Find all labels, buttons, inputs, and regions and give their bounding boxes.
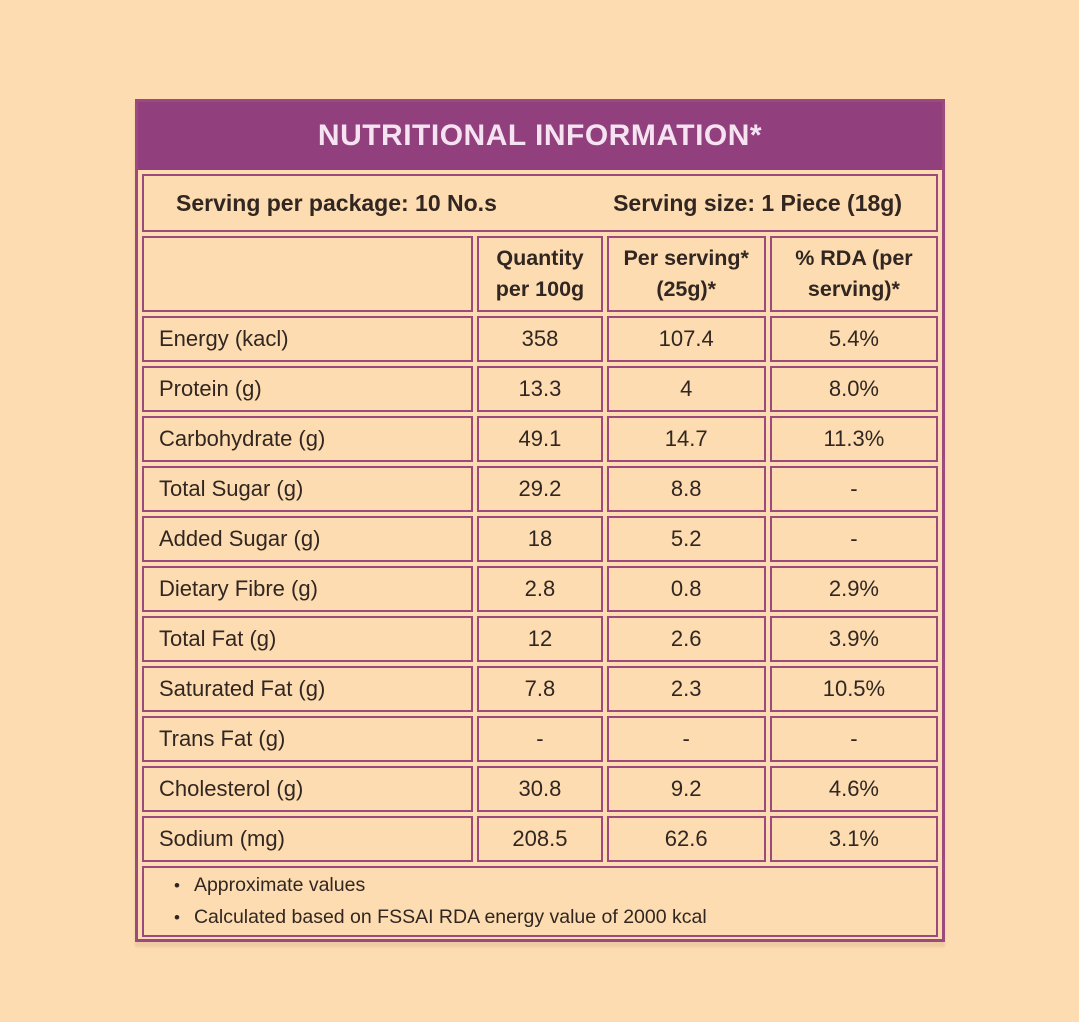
quantity-per-100g-value: 13.3 <box>477 366 603 412</box>
quantity-per-100g-value: 18 <box>477 516 603 562</box>
rda-value: - <box>769 466 938 512</box>
nutrient-label: Protein (g) <box>142 366 474 412</box>
table-row: Total Fat (g) 12 2.6 3.9% <box>142 616 938 662</box>
rda-value: - <box>769 516 938 562</box>
serving-per-package-text: Serving per package: 10 No.s <box>176 189 497 216</box>
quantity-per-100g-value: 30.8 <box>477 766 603 812</box>
quantity-per-100g-value: 29.2 <box>477 466 603 512</box>
per-serving-value: 2.6 <box>606 616 766 662</box>
quantity-per-100g-value: - <box>477 716 603 762</box>
per-serving-value: 62.6 <box>606 816 766 862</box>
column-header-blank <box>142 236 474 312</box>
nutrient-label: Energy (kacl) <box>142 316 474 362</box>
quantity-per-100g-value: 208.5 <box>477 816 603 862</box>
table-row: Carbohydrate (g) 49.1 14.7 11.3% <box>142 416 938 462</box>
per-serving-value: 8.8 <box>606 466 766 512</box>
rda-value: 5.4% <box>769 316 938 362</box>
quantity-per-100g-value: 49.1 <box>477 416 603 462</box>
table-row: Saturated Fat (g) 7.8 2.3 10.5% <box>142 666 938 712</box>
per-serving-value: 14.7 <box>606 416 766 462</box>
note-item: • Approximate values <box>174 874 926 897</box>
per-serving-value: 107.4 <box>606 316 766 362</box>
bullet-icon: • <box>174 908 180 927</box>
serving-size-text: Serving size: 1 Piece (18g) <box>613 189 902 216</box>
per-serving-value: 0.8 <box>606 566 766 612</box>
per-serving-value: 4 <box>606 366 766 412</box>
table-row: Cholesterol (g) 30.8 9.2 4.6% <box>142 766 938 812</box>
notes-box: • Approximate values • Calculated based … <box>142 866 938 937</box>
nutrient-label: Cholesterol (g) <box>142 766 474 812</box>
nutrient-label: Sodium (mg) <box>142 816 474 862</box>
quantity-per-100g-value: 12 <box>477 616 603 662</box>
note-text: Approximate values <box>193 874 366 896</box>
table-header-row: Quantity per 100g Per serving* (25g)* % … <box>142 236 938 312</box>
rda-value: 8.0% <box>769 366 938 412</box>
nutrient-label: Total Sugar (g) <box>142 466 474 512</box>
column-header-quantity-per-100g: Quantity per 100g <box>477 236 603 312</box>
nutrition-facts-panel: NUTRITIONAL INFORMATION* Serving per pac… <box>135 99 945 942</box>
column-header-rda: % RDA (per serving)* <box>769 236 938 312</box>
rda-value: 2.9% <box>769 566 938 612</box>
rda-value: 10.5% <box>769 666 938 712</box>
per-serving-value: 9.2 <box>606 766 766 812</box>
table-body: Energy (kacl) 358 107.4 5.4% Protein (g)… <box>142 316 938 862</box>
quantity-per-100g-value: 358 <box>477 316 603 362</box>
rda-value: 11.3% <box>769 416 938 462</box>
note-item: • Calculated based on FSSAI RDA energy v… <box>174 906 926 929</box>
rda-value: - <box>769 716 938 762</box>
table-row: Total Sugar (g) 29.2 8.8 - <box>142 466 938 512</box>
panel-content: Serving per package: 10 No.s Serving siz… <box>138 170 942 941</box>
quantity-per-100g-value: 2.8 <box>477 566 603 612</box>
nutrient-label: Dietary Fibre (g) <box>142 566 474 612</box>
table-row: Trans Fat (g) - - - <box>142 716 938 762</box>
note-text: Calculated based on FSSAI RDA energy val… <box>193 906 707 928</box>
nutrient-label: Trans Fat (g) <box>142 716 474 762</box>
quantity-per-100g-value: 7.8 <box>477 666 603 712</box>
nutrient-label: Added Sugar (g) <box>142 516 474 562</box>
per-serving-value: 5.2 <box>606 516 766 562</box>
rda-value: 3.9% <box>769 616 938 662</box>
rda-value: 4.6% <box>769 766 938 812</box>
bullet-icon: • <box>174 876 180 895</box>
table-row: Dietary Fibre (g) 2.8 0.8 2.9% <box>142 566 938 612</box>
table-row: Added Sugar (g) 18 5.2 - <box>142 516 938 562</box>
per-serving-value: 2.3 <box>606 666 766 712</box>
nutrient-label: Total Fat (g) <box>142 616 474 662</box>
per-serving-value: - <box>606 716 766 762</box>
column-header-per-serving: Per serving* (25g)* <box>606 236 766 312</box>
rda-value: 3.1% <box>769 816 938 862</box>
nutrient-label: Carbohydrate (g) <box>142 416 474 462</box>
nutrient-label: Saturated Fat (g) <box>142 666 474 712</box>
panel-title: NUTRITIONAL INFORMATION* <box>138 102 942 170</box>
table-row: Sodium (mg) 208.5 62.6 3.1% <box>142 816 938 862</box>
table-row: Protein (g) 13.3 4 8.0% <box>142 366 938 412</box>
serving-info-row: Serving per package: 10 No.s Serving siz… <box>142 174 938 232</box>
table-row: Energy (kacl) 358 107.4 5.4% <box>142 316 938 362</box>
